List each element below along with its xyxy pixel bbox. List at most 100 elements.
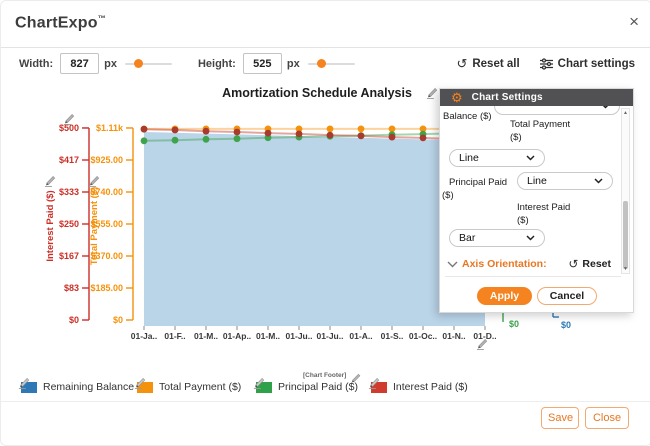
gear-icon: ⚙ [451, 90, 463, 105]
svg-text:Total Payment ($): Total Payment ($) [89, 187, 100, 265]
interest-axis: $500 $417 $333 $250 $167 $83 $0 Interest Paid (… [45, 123, 90, 325]
reset-icon: ↺ [456, 56, 468, 71]
legend-item-principal-paid: Principal Paid ($) [253, 377, 358, 393]
edit-pencil-icon [44, 176, 56, 187]
svg-text:01-Oc..: 01-Oc.. [409, 331, 437, 341]
total-payment-type-dropdown[interactable]: Line [517, 172, 613, 190]
height-slider-track [307, 62, 355, 65]
x-axis: 01-Ja.. 01-F.. 01-M.. 01-Ap.. 01-M.. 01-Ju.. 0… [131, 326, 497, 341]
panel-reset-button[interactable]: ↺ Reset [568, 256, 611, 271]
panel-scrollbar[interactable]: ▲ ▼ [621, 108, 630, 274]
panel-divider [445, 276, 621, 277]
legend-label: Remaining Balance ($) [43, 381, 150, 393]
apply-button[interactable]: Apply [477, 287, 532, 305]
svg-text:01-Ap..: 01-Ap.. [223, 331, 251, 341]
chevron-down-icon [526, 235, 535, 241]
legend-label: Total Payment ($) [159, 381, 242, 393]
total-axis: $1.11k $925.00 $740.00 $555.00 $370.00 $185.0… [89, 123, 134, 325]
chevron-down-icon [594, 178, 603, 184]
chart-settings-panel: ⚙ Chart Settings Balance ($) Total Payme… [439, 88, 634, 313]
width-slider[interactable] [124, 58, 172, 70]
sliders-icon [539, 57, 553, 70]
width-label: Width: [19, 57, 54, 70]
edit-pencil-icon [88, 176, 100, 187]
svg-text:01-Ju..: 01-Ju.. [286, 331, 313, 341]
close-button[interactable]: Close [585, 407, 629, 429]
remaining-balance-area [144, 132, 485, 326]
height-unit: px [286, 57, 300, 70]
svg-text:01-Ja..: 01-Ja.. [131, 331, 157, 341]
edit-pencil-icon[interactable] [253, 376, 266, 389]
svg-text:$83: $83 [64, 283, 79, 293]
svg-text:$0: $0 [69, 315, 79, 325]
scroll-up-icon[interactable]: ▲ [623, 110, 628, 116]
svg-text:01-Ju..: 01-Ju.. [317, 331, 344, 341]
chevron-down-icon[interactable] [447, 261, 458, 268]
svg-text:$0: $0 [561, 320, 571, 330]
svg-text:$250: $250 [59, 219, 79, 229]
legend-item-interest-paid: Interest Paid ($) [368, 377, 468, 393]
height-slider-thumb[interactable] [316, 58, 326, 68]
svg-text:01-A..: 01-A.. [349, 331, 372, 341]
size-toolbar: Width: px Height: px ↺Reset all Chart se… [1, 47, 650, 80]
chart-footer-placeholder[interactable]: [Chart Footer] [303, 372, 362, 386]
legend-swatch-blue [18, 377, 37, 393]
scroll-down-icon[interactable]: ▼ [623, 266, 628, 272]
svg-text:$333: $333 [59, 187, 79, 197]
svg-text:01-S..: 01-S.. [381, 331, 404, 341]
edit-pencil-icon[interactable] [134, 376, 147, 389]
svg-text:$925.00: $925.00 [90, 155, 123, 165]
legend-swatch-orange [134, 377, 153, 393]
edit-pencil-icon[interactable] [350, 372, 362, 386]
edit-pencil-icon [63, 114, 75, 125]
svg-text:01-F..: 01-F.. [164, 331, 185, 341]
principal-series-label: Principal Paid ($) [442, 177, 508, 201]
legend-label: Principal Paid ($) [278, 381, 358, 393]
svg-text:01-M..: 01-M.. [256, 331, 280, 341]
edit-pencil-icon[interactable] [18, 376, 31, 389]
svg-text:$370.00: $370.00 [90, 251, 123, 261]
svg-text:$0: $0 [113, 315, 123, 325]
width-unit: px [104, 57, 117, 70]
total-payment-series-label: Total Payment ($) [510, 119, 571, 143]
svg-text:$0: $0 [509, 319, 519, 329]
reset-icon: ↺ [568, 256, 579, 271]
height-label: Height: [197, 57, 236, 70]
edit-pencil-icon[interactable] [368, 376, 381, 389]
chart-settings-button[interactable]: Chart settings [539, 57, 635, 70]
principal-type-dropdown[interactable]: Bar [449, 229, 545, 247]
reset-all-button[interactable]: ↺ Reset all [456, 56, 520, 71]
axis-orientation-label[interactable]: Axis Orientation: [462, 258, 547, 270]
series-type-dropdown-partial[interactable] [494, 106, 620, 115]
height-slider[interactable] [307, 58, 355, 70]
interest-series-label: Interest Paid ($) [517, 202, 571, 226]
scrollbar-thumb[interactable] [623, 201, 628, 269]
chart-settings-panel-title: Chart Settings [471, 92, 543, 103]
app-title: ChartExpo™ [15, 14, 106, 32]
save-button[interactable]: Save [541, 407, 579, 429]
svg-text:$417: $417 [59, 155, 79, 165]
svg-text:$185.00: $185.00 [90, 283, 123, 293]
chevron-down-icon [602, 106, 609, 109]
balance-series-label: Balance ($) [443, 111, 492, 122]
width-input[interactable] [60, 53, 100, 74]
legend-swatch-red [368, 377, 387, 393]
amortization-chart-canvas: 01-Ja.. 01-F.. 01-M.. 01-Ap.. 01-M.. 01-Ju.. 0… [44, 88, 571, 350]
svg-text:$500: $500 [59, 123, 79, 133]
dialog-header: ChartExpo™ × [1, 1, 650, 48]
chart-settings-panel-header: ⚙ Chart Settings [440, 89, 633, 106]
footer-divider [1, 401, 650, 402]
svg-text:01-M..: 01-M.. [194, 331, 218, 341]
dialog-close-icon[interactable]: × [629, 12, 639, 31]
edit-pencil-icon [476, 339, 488, 350]
width-slider-thumb[interactable] [133, 58, 143, 68]
svg-text:Interest Paid ($): Interest Paid ($) [45, 190, 56, 261]
cancel-button[interactable]: Cancel [537, 287, 597, 305]
chevron-down-icon [526, 155, 535, 161]
svg-text:01-N..: 01-N.. [442, 331, 465, 341]
height-input[interactable] [242, 53, 282, 74]
chart-settings-panel-body: Balance ($) Total Payment ($) Line Princi… [440, 106, 633, 311]
balance-type-dropdown[interactable]: Line [449, 149, 545, 167]
svg-text:01-D..: 01-D.. [473, 331, 496, 341]
